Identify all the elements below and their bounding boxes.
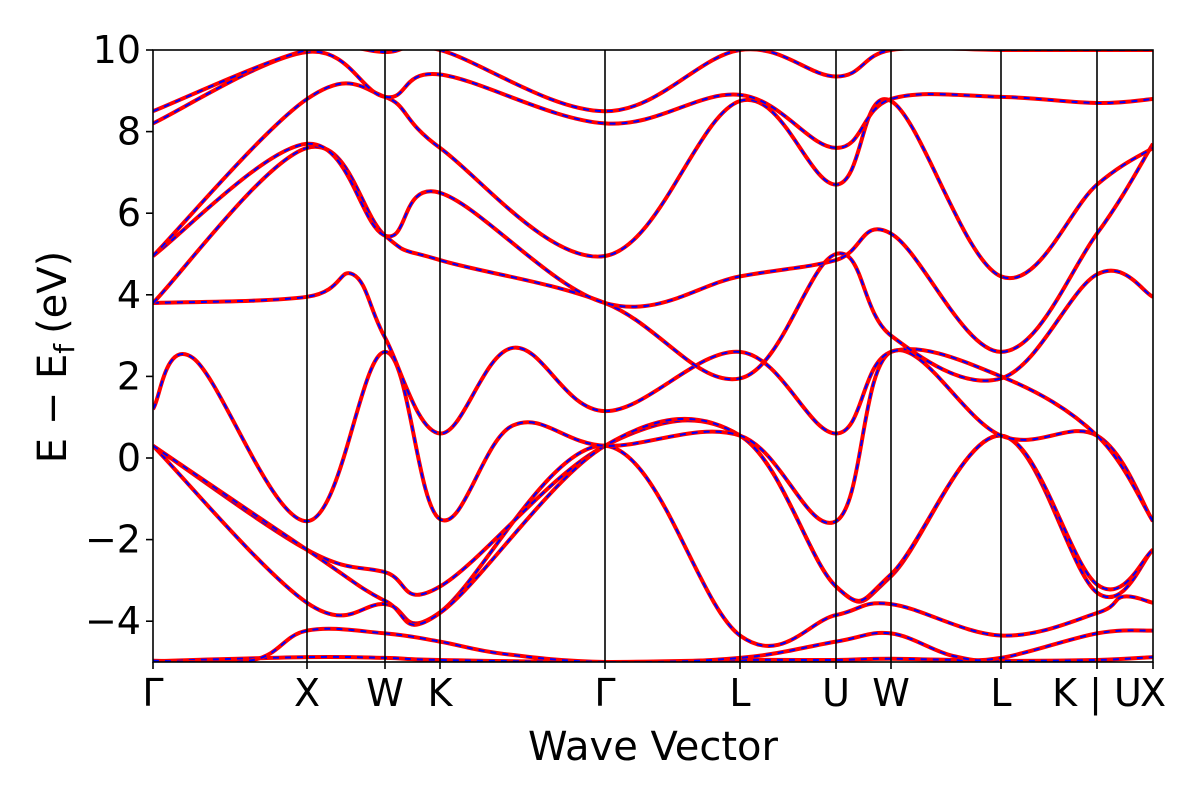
x-tick-label-10: K | U xyxy=(1052,671,1142,716)
band-2-dashed-line xyxy=(153,627,1153,662)
y-tick-label-2: −2 xyxy=(85,518,141,562)
y-tick-label-7: 8 xyxy=(117,110,141,154)
x-axis-label: Wave Vector xyxy=(528,724,779,770)
band-9-dashed-line xyxy=(153,142,1153,353)
y-tick-label-4: 2 xyxy=(117,354,141,398)
x-tick-label-3: W xyxy=(366,671,404,715)
band-10-line xyxy=(153,81,1153,281)
y-tick-label-5: 4 xyxy=(117,273,141,317)
band-4-dashed-line xyxy=(153,419,1153,603)
y-tick-label-1: −4 xyxy=(85,599,141,643)
band-8-line xyxy=(153,144,1153,383)
x-tick-label-6: L xyxy=(729,671,750,715)
x-tick-label-2: X xyxy=(294,671,320,715)
bands-layer xyxy=(153,50,1153,662)
y-tick-label-8: 10 xyxy=(93,28,141,72)
y-axis-label: E − Ef (eV) xyxy=(30,251,81,464)
x-tick-label-1: Γ xyxy=(142,671,163,715)
x-tick-label-5: Γ xyxy=(594,671,615,715)
x-tick-label-9: L xyxy=(990,671,1011,715)
band-9-line xyxy=(153,141,1153,354)
band-1-dashed-line xyxy=(153,655,1153,662)
band-12-line xyxy=(153,50,1153,114)
band-10-dashed-line xyxy=(153,82,1153,280)
y-axis-ticks: −4 −2 0 2 4 6 8 10 xyxy=(85,28,153,643)
y-tick-label-6: 6 xyxy=(117,191,141,235)
plot-frame xyxy=(152,49,1154,663)
x-tick-label-4: K xyxy=(428,671,454,715)
x-tick-label-8: W xyxy=(872,671,910,715)
band-4-line xyxy=(153,418,1153,604)
x-tick-label-11: X xyxy=(1140,671,1166,715)
band-8-dashed-line xyxy=(153,145,1153,382)
band-3-dashed-line xyxy=(153,444,1153,647)
high-symmetry-lines xyxy=(306,50,1098,662)
x-tick-label-7: U xyxy=(822,671,850,715)
y-axis-label-subscript: f xyxy=(48,343,81,354)
y-axis-label-unit: (eV) xyxy=(30,251,76,334)
y-axis-label-main: E − E xyxy=(30,354,76,464)
y-tick-label-3: 0 xyxy=(117,436,141,480)
